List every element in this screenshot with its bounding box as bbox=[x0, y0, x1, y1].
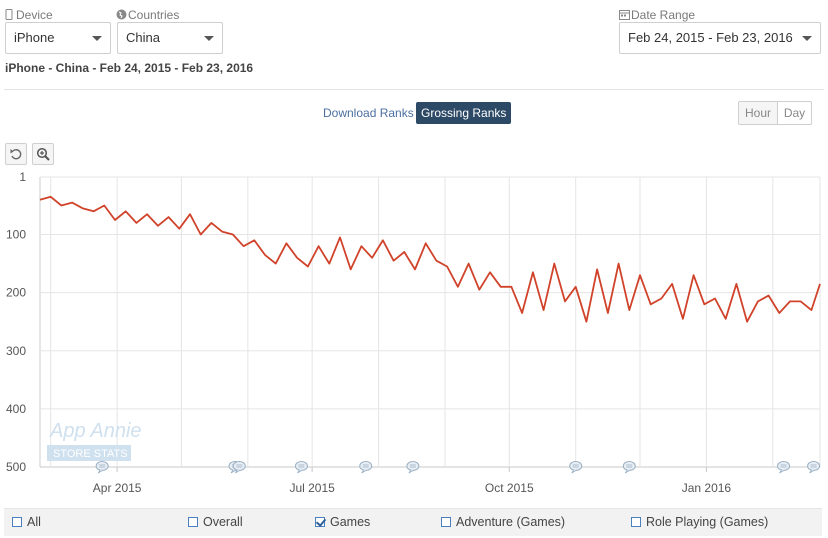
reset-zoom-button[interactable] bbox=[5, 143, 27, 165]
y-axis: 1 100 200 300 400 500 bbox=[6, 170, 26, 474]
series-line-games[interactable] bbox=[39, 195, 821, 323]
annotation-speech-bubble-icon[interactable] bbox=[569, 461, 583, 474]
series-games bbox=[39, 195, 821, 323]
chart-subtitle: iPhone - China - Feb 24, 2015 - Feb 23, … bbox=[5, 61, 254, 75]
chart-grid bbox=[39, 176, 821, 468]
date-range-value: Feb 24, 2015 - Feb 23, 2016 bbox=[628, 30, 793, 45]
category-legend: All Overall Games Adventure (Games) Role… bbox=[4, 508, 822, 536]
legend-games[interactable]: Games bbox=[315, 515, 370, 529]
checkbox-icon[interactable] bbox=[188, 517, 198, 527]
y-tick-label: 200 bbox=[6, 286, 26, 300]
annotation-speech-bubble-icon[interactable] bbox=[232, 461, 246, 474]
globe-icon bbox=[116, 9, 127, 20]
y-tick-label: 1 bbox=[19, 170, 26, 184]
app-annie-watermark: App Annie STORE STATS bbox=[47, 420, 142, 461]
x-tick-label: Apr 2015 bbox=[93, 481, 142, 495]
annotation-markers bbox=[95, 461, 821, 474]
undo-icon bbox=[10, 149, 22, 160]
watermark-badge bbox=[47, 445, 131, 461]
rank-line-chart[interactable]: 1 100 200 300 400 500 Apr 2015 Jul 2015 Oct 201… bbox=[0, 165, 828, 505]
tab-download-ranks[interactable]: Download Ranks bbox=[323, 106, 414, 120]
annotation-speech-bubble-icon[interactable] bbox=[294, 461, 308, 474]
phone-icon bbox=[4, 9, 14, 20]
country-value: China bbox=[126, 30, 160, 45]
annotation-speech-bubble-icon[interactable] bbox=[807, 461, 821, 474]
annotation-speech-bubble-icon[interactable] bbox=[359, 461, 373, 474]
device-select[interactable]: iPhone bbox=[5, 22, 111, 54]
x-tick-label: Jan 2016 bbox=[682, 481, 732, 495]
watermark-subtitle: STORE STATS bbox=[53, 448, 128, 460]
chevron-down-icon bbox=[92, 36, 102, 41]
device-label: Device bbox=[4, 8, 53, 22]
x-axis: Apr 2015 Jul 2015 Oct 2015 Jan 2016 bbox=[93, 467, 732, 495]
date-range-select[interactable]: Feb 24, 2015 - Feb 23, 2016 bbox=[619, 22, 821, 54]
annotation-speech-bubble-icon[interactable] bbox=[777, 461, 791, 474]
y-tick-label: 500 bbox=[6, 460, 26, 474]
calendar-icon bbox=[619, 9, 630, 20]
y-tick-label: 400 bbox=[6, 402, 26, 416]
date-range-label: Date Range bbox=[619, 8, 695, 22]
legend-role-playing-games[interactable]: Role Playing (Games) bbox=[631, 515, 768, 529]
countries-label: Countries bbox=[116, 8, 179, 22]
watermark-title: App Annie bbox=[49, 420, 142, 442]
day-button[interactable]: Day bbox=[777, 101, 812, 125]
country-select[interactable]: China bbox=[117, 22, 223, 54]
divider bbox=[4, 89, 824, 90]
y-tick-label: 100 bbox=[6, 228, 26, 242]
y-tick-label: 300 bbox=[6, 344, 26, 358]
hour-button[interactable]: Hour bbox=[738, 101, 778, 125]
x-tick-label: Jul 2015 bbox=[289, 481, 335, 495]
legend-adventure-games[interactable]: Adventure (Games) bbox=[441, 515, 565, 529]
checkbox-icon[interactable] bbox=[441, 517, 451, 527]
annotation-speech-bubble-icon[interactable] bbox=[406, 461, 420, 474]
zoom-in-icon bbox=[36, 147, 50, 161]
x-tick-label: Oct 2015 bbox=[485, 481, 534, 495]
annotation-speech-bubble-icon[interactable] bbox=[95, 461, 109, 474]
chevron-down-icon bbox=[802, 36, 812, 41]
checkbox-icon[interactable] bbox=[631, 517, 641, 527]
tab-grossing-ranks[interactable]: Grossing Ranks bbox=[416, 102, 512, 124]
chevron-down-icon bbox=[204, 36, 214, 41]
checkbox-icon[interactable] bbox=[12, 517, 22, 527]
checkbox-checked-icon[interactable] bbox=[315, 517, 325, 527]
annotation-speech-bubble-icon[interactable] bbox=[622, 461, 636, 474]
legend-all[interactable]: All bbox=[12, 515, 41, 529]
legend-overall[interactable]: Overall bbox=[188, 515, 243, 529]
device-value: iPhone bbox=[14, 30, 55, 45]
zoom-button[interactable] bbox=[32, 143, 54, 165]
